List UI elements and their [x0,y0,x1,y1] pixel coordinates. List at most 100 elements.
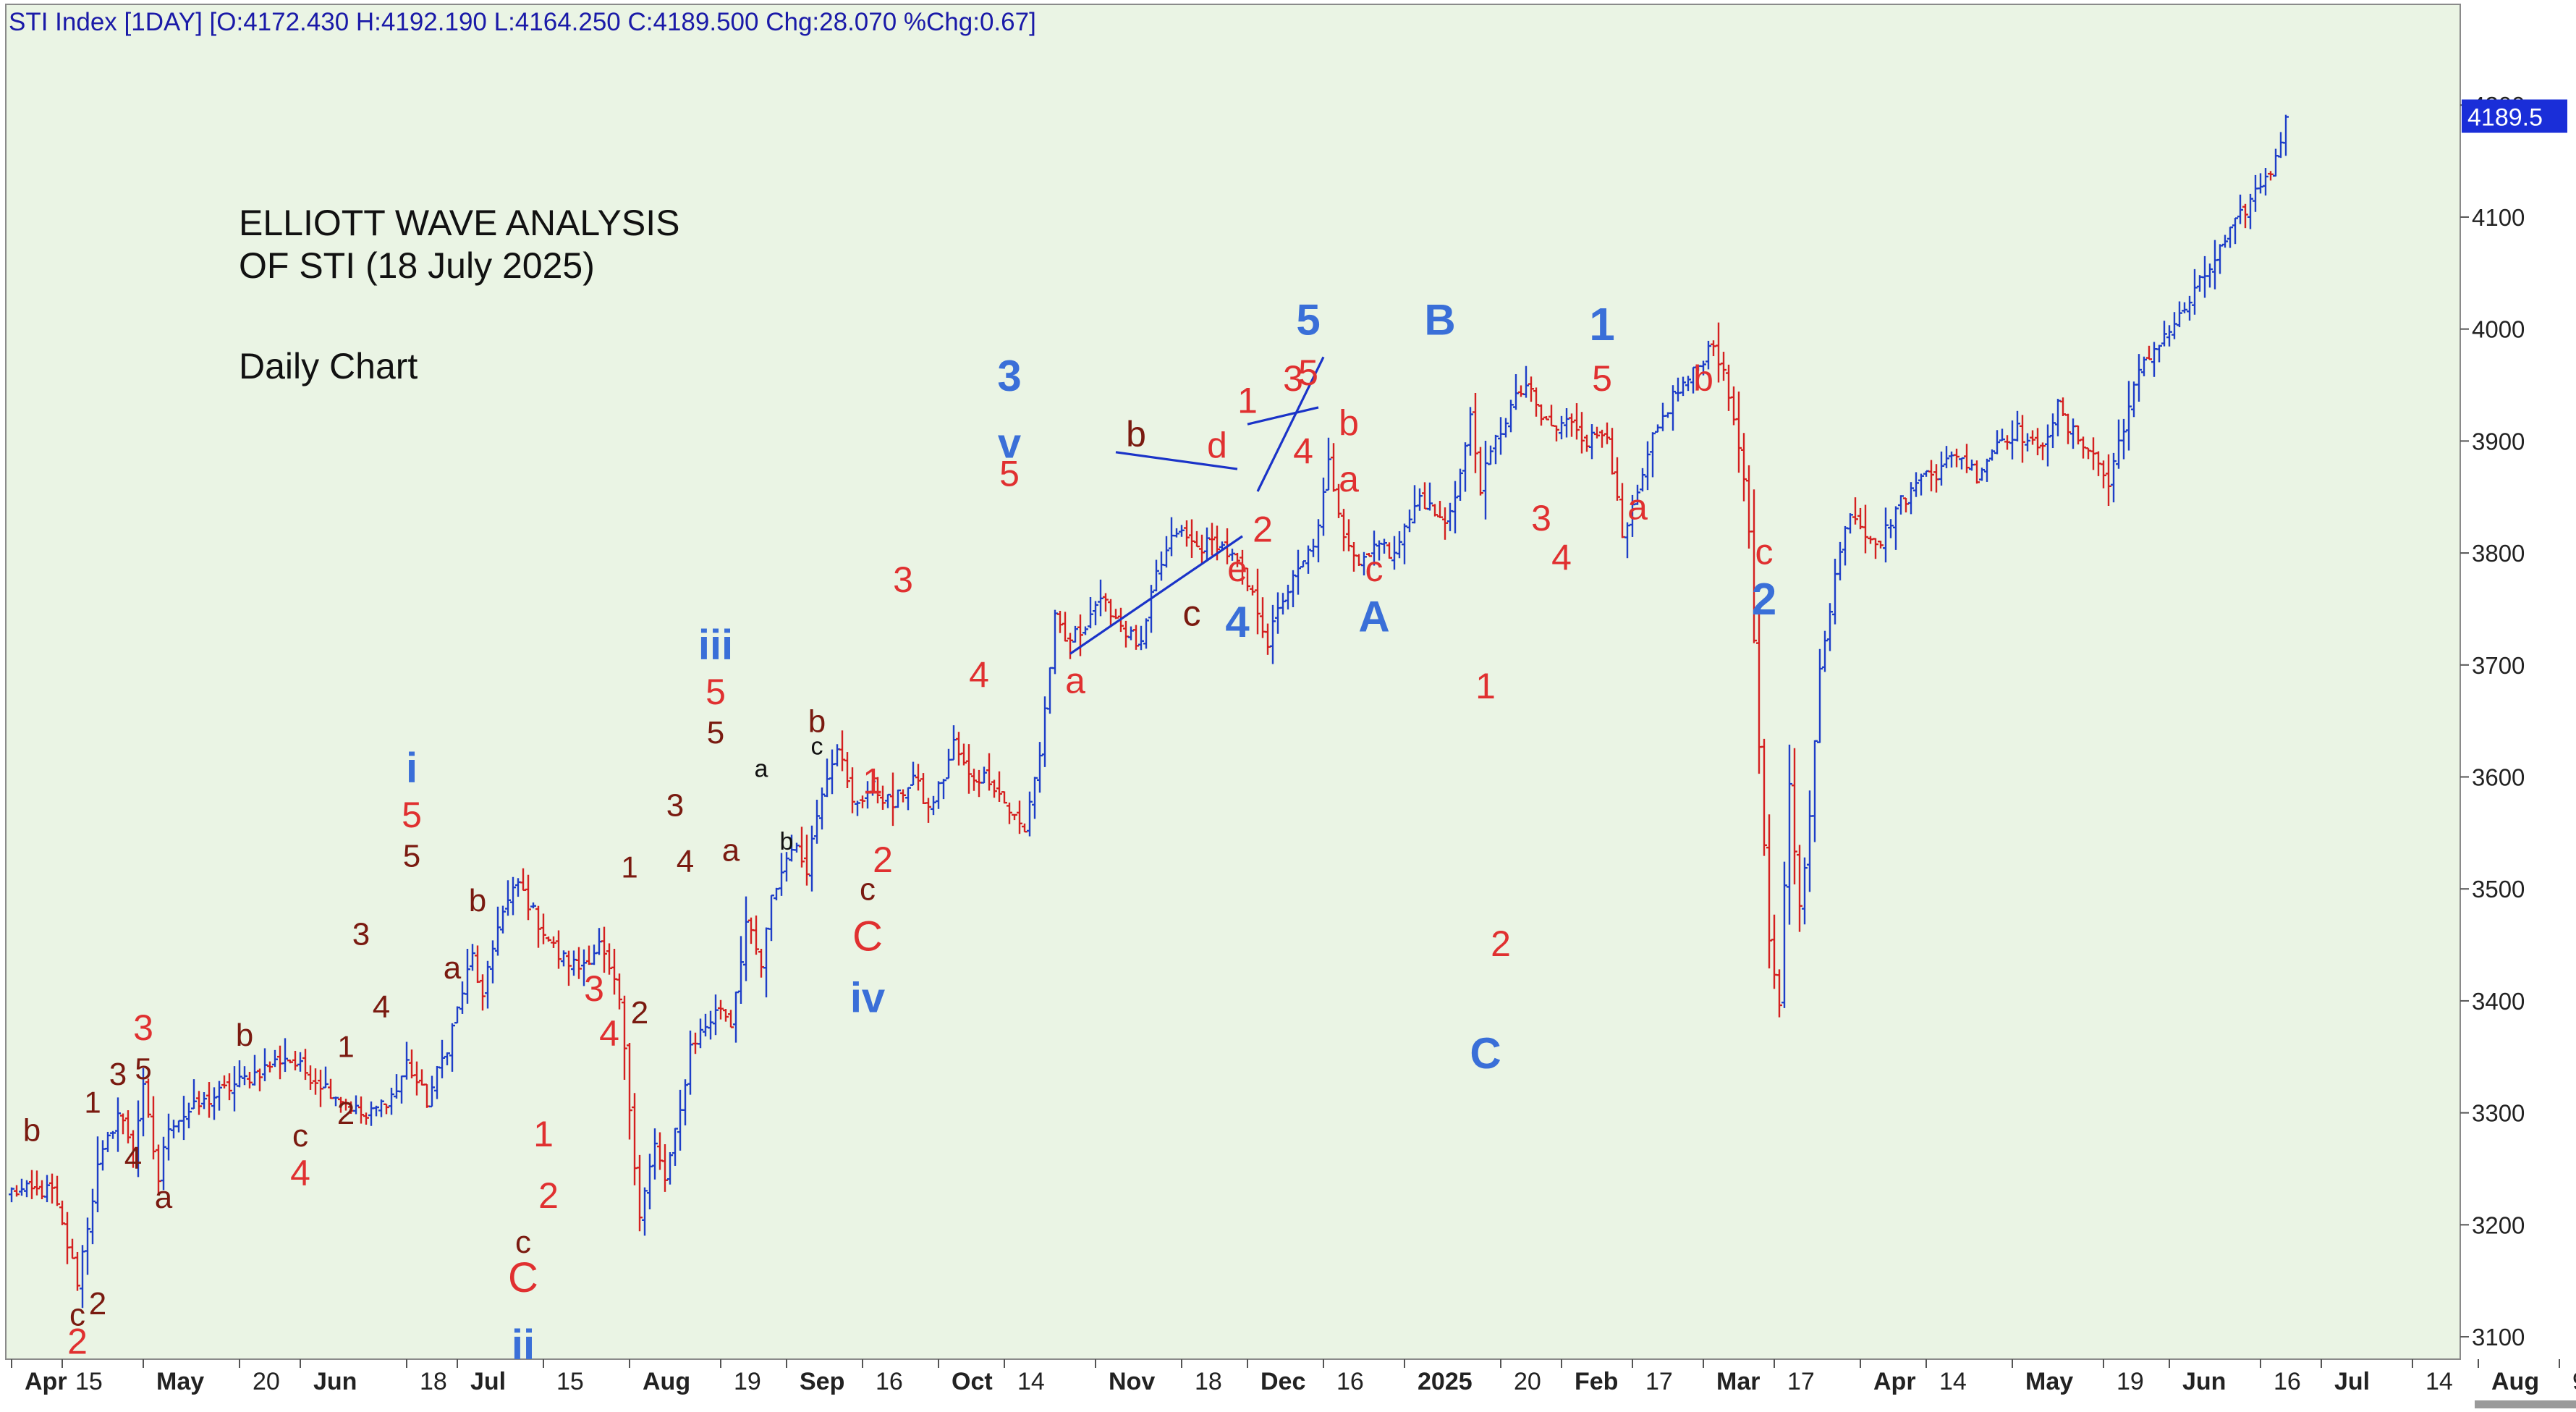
up-bar [1650,432,1656,478]
up-bar [1270,604,1276,664]
down-bar [556,930,562,969]
wave-label-2: 2 [631,995,648,1031]
wave-label-1: 1 [337,1029,354,1063]
down-bar [1199,534,1205,565]
up-bar [449,1023,455,1072]
time-tick-label: 19 [2117,1368,2144,1395]
up-bar [1488,445,1494,465]
up-bar [743,896,749,981]
up-bar [2263,168,2268,196]
up-bar [1452,481,1458,533]
up-bar [1883,507,1889,563]
up-bar [1417,488,1423,511]
up-bar [470,944,475,971]
up-bar [465,949,470,1004]
wave-label-iii: iii [698,622,733,669]
up-bar [794,842,800,853]
up-bar [1493,434,1499,465]
down-bar [1604,422,1610,444]
down-bar [622,995,627,1081]
up-bar [24,1180,30,1198]
wave-label-3: 3 [584,968,604,1009]
wave-label-4: 4 [1225,598,1250,646]
down-bar [318,1070,323,1107]
down-bar [996,771,1002,802]
wave-label-C: C [1470,1029,1501,1078]
down-bar [2101,460,2106,489]
down-bar [196,1091,202,1115]
wave-label-4: 4 [599,1013,619,1054]
up-bar [1918,473,1924,496]
wave-label-b: b [236,1018,253,1053]
up-bar [252,1054,258,1086]
down-bar [900,789,906,803]
down-bar [535,905,541,948]
wave-label-4: 4 [677,844,694,879]
up-bar [1979,468,1985,481]
down-bar [1543,415,1549,420]
down-bar [925,798,931,823]
up-bar [1082,626,1088,635]
up-bar [2025,433,2030,452]
down-bar [1863,504,1868,554]
up-bar [323,1066,329,1088]
scrollbar-thumb[interactable] [2475,1400,2576,1408]
down-bar [2146,345,2152,360]
time-tick-label: 14 [2425,1368,2453,1395]
up-bar [237,1060,242,1088]
down-bar [1609,428,1615,475]
wave-label-5: 5 [707,715,724,751]
down-bar [363,1112,369,1125]
up-bar [444,1052,450,1065]
down-bar [1736,391,1742,473]
wave-label-3: 3 [893,559,913,600]
down-bar [1852,497,1858,525]
price-tick-label: 4000 [2472,316,2525,343]
up-bar [1781,861,1787,1008]
down-bar [2040,442,2046,460]
time-tick-label: 14 [1939,1368,1967,1395]
wave-label-A: A [1358,592,1389,641]
up-bar [652,1128,658,1180]
up-bar [90,1188,96,1245]
price-tick-label: 3200 [2472,1212,2525,1238]
time-tick-label: Apr [25,1368,67,1395]
wave-label-ii: ii [512,1322,535,1369]
up-bar [110,1130,116,1139]
wave-label-2: 2 [337,1096,355,1131]
up-bar [1457,468,1463,501]
down-bar [1594,426,1600,439]
wave-label-3: 3 [352,917,370,952]
time-tick-label: May [2025,1368,2073,1395]
up-bar [865,781,870,809]
wave-label-a: a [1627,487,1648,528]
wave-label-a: a [722,833,740,868]
down-bar [839,730,845,771]
down-bar [1077,614,1083,656]
up-bar [1700,360,1706,376]
down-bar [1473,393,1478,473]
down-bar [358,1096,364,1124]
down-bar [1012,813,1017,821]
wave-label-B: B [1424,295,1455,344]
annotation-line-4: Daily Chart [239,346,418,386]
wave-label-b: b [1126,414,1146,455]
down-bar [414,1061,420,1096]
last-price-tag: 4189.5 [2462,99,2567,133]
time-tick-label: 20 [1514,1368,1541,1395]
wave-label-3: 3 [1531,498,1551,538]
up-bar [1148,585,1154,633]
up-bar [191,1079,197,1109]
wave-label-3: 3 [133,1007,153,1048]
down-bar [718,999,724,1020]
up-bar [2121,418,2127,460]
down-bar [480,974,486,1011]
time-tick-label: Jun [313,1368,357,1395]
down-bar [145,1078,151,1118]
down-bar [1761,738,1767,856]
down-bar [1574,403,1580,440]
wave-label-1: 1 [863,761,883,802]
up-bar [1508,399,1514,433]
up-bar [1959,457,1965,470]
down-bar [961,743,967,766]
